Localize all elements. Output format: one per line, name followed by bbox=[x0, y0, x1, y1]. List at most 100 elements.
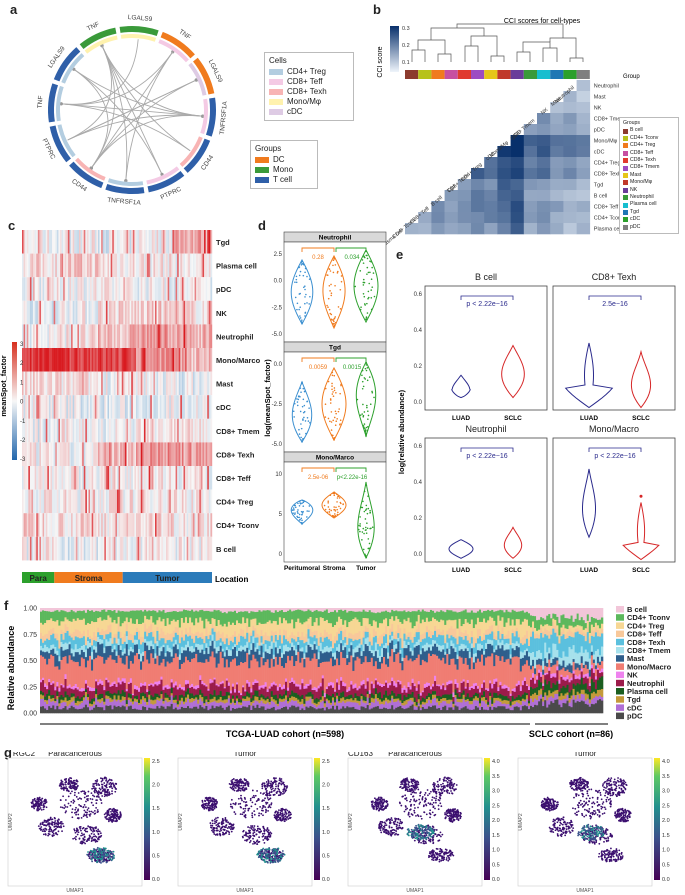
spot-heatmap-cell bbox=[56, 324, 59, 348]
stacked-bar-segment bbox=[193, 658, 196, 687]
spot-heatmap-cell bbox=[77, 253, 80, 278]
cci-heatmap-cell bbox=[523, 135, 538, 147]
spot-heatmap-cell bbox=[197, 466, 200, 490]
violin-point bbox=[306, 302, 308, 304]
spot-heatmap-cell bbox=[23, 418, 26, 443]
cci-dendrogram-branch bbox=[569, 57, 584, 62]
spot-heatmap-cell bbox=[52, 536, 54, 561]
stacked-bar-segment bbox=[78, 689, 82, 692]
stacked-bar-segment bbox=[82, 697, 86, 701]
stacked-bar-segment bbox=[195, 632, 198, 637]
spot-heatmap-cell bbox=[82, 277, 84, 301]
spot-heatmap-cell bbox=[44, 348, 46, 372]
stacked-bar-segment bbox=[119, 693, 122, 701]
stacked-bar-segment bbox=[254, 612, 257, 619]
stacked-bar-segment bbox=[276, 698, 280, 705]
spot-heatmap-cell bbox=[140, 230, 143, 254]
spot-heatmap-cell bbox=[39, 277, 42, 301]
spot-heatmap-cell bbox=[131, 371, 134, 396]
stacked-bar-segment bbox=[246, 625, 249, 634]
stacked-bar-segment bbox=[184, 656, 188, 681]
stacked-bar-segment bbox=[350, 698, 353, 703]
spot-heatmap-cell bbox=[80, 489, 83, 514]
chord-outer-segment bbox=[69, 161, 104, 189]
violin-point bbox=[373, 396, 375, 399]
spot-heatmap-cell bbox=[96, 324, 99, 348]
abundance-y-tick: 0.6 bbox=[414, 444, 423, 450]
stacked-bar-segment bbox=[362, 608, 365, 610]
location-segment bbox=[22, 572, 55, 583]
stacked-bar-segment bbox=[146, 645, 149, 660]
stacked-bar-segment bbox=[366, 627, 370, 633]
violin-point bbox=[369, 260, 371, 262]
stacked-bar-segment bbox=[205, 686, 208, 697]
stacked-bar-segment bbox=[142, 685, 145, 693]
stacked-bar-segment bbox=[191, 686, 194, 694]
stacked-bar-segment bbox=[338, 665, 341, 686]
spot-heatmap-cell bbox=[159, 466, 162, 490]
spot-heatmap-cell bbox=[205, 536, 208, 561]
spot-heatmap-cell bbox=[85, 489, 88, 514]
stacked-bar-segment bbox=[285, 699, 288, 707]
spot-heatmap-cell bbox=[145, 324, 148, 348]
stacked-bar-segment bbox=[391, 681, 394, 692]
stacked-bar-segment bbox=[252, 702, 255, 707]
spot-heatmap-cell bbox=[93, 442, 96, 466]
stacked-bar-segment bbox=[350, 608, 353, 612]
spot-heatmap-cell bbox=[101, 418, 103, 443]
stacked-bar-segment bbox=[217, 684, 220, 687]
stacked-bar-segment bbox=[115, 706, 118, 714]
spot-heatmap-cell bbox=[74, 371, 77, 396]
stacked-bar-segment bbox=[91, 670, 94, 689]
spot-heatmap-cell bbox=[63, 253, 65, 278]
stacked-bar-segment bbox=[105, 698, 108, 706]
spot-heatmap-cell bbox=[156, 489, 159, 514]
stacked-bar-segment bbox=[340, 643, 343, 653]
stacked-bar-segment bbox=[268, 636, 272, 642]
spot-heatmap-cell bbox=[124, 324, 127, 348]
stacked-bar-segment bbox=[215, 632, 218, 642]
cci-heatmap-cell bbox=[563, 146, 577, 158]
stacked-bar-segment bbox=[58, 656, 61, 662]
spot-heatmap-cell bbox=[210, 300, 213, 325]
stacked-bar-segment bbox=[221, 700, 225, 703]
stacked-bar-segment bbox=[156, 655, 159, 682]
stacked-bar-segment bbox=[225, 638, 229, 648]
stacked-bar-segment bbox=[182, 650, 186, 663]
spot-heatmap-cell bbox=[63, 418, 65, 443]
violin-point bbox=[362, 292, 365, 295]
spot-heatmap-cell bbox=[124, 466, 127, 490]
chord-inner-segment bbox=[57, 124, 76, 158]
spot-heatmap-cell bbox=[166, 513, 168, 537]
spot-heatmap-cell bbox=[31, 348, 34, 372]
stacked-bar-segment bbox=[119, 645, 122, 651]
stacked-bar-segment bbox=[354, 633, 357, 640]
stacked-bar-segment bbox=[180, 701, 184, 708]
stacked-bar-segment bbox=[195, 685, 198, 690]
stacked-bar-segment bbox=[76, 608, 80, 612]
stacked-bar-segment bbox=[280, 686, 284, 690]
stacked-bar-segment bbox=[168, 686, 171, 689]
stacked-bar-segment bbox=[323, 610, 327, 622]
stacked-bar-segment bbox=[299, 684, 302, 690]
spot-heatmap-cell bbox=[86, 489, 89, 514]
spot-heatmap-cell bbox=[186, 371, 189, 396]
stacked-bar-segment bbox=[148, 626, 151, 634]
cci-group-bar bbox=[405, 70, 590, 79]
stacked-bar-segment bbox=[209, 702, 212, 710]
spot-heatmap-cell bbox=[118, 466, 121, 490]
stacked-bar-segment bbox=[82, 644, 86, 653]
violin-point bbox=[328, 511, 331, 513]
stacked-bar-segment bbox=[121, 611, 125, 624]
spot-heatmap-cell bbox=[66, 324, 69, 348]
spot-heatmap-cell bbox=[197, 230, 200, 254]
stacked-bar-segment bbox=[58, 697, 61, 704]
stacked-bar-segment bbox=[313, 630, 316, 636]
stacked-bar-segment bbox=[91, 645, 94, 653]
violin-shape bbox=[630, 349, 652, 409]
stacked-bar-segment bbox=[105, 611, 108, 621]
stacked-bar-segment bbox=[103, 701, 106, 705]
stacked-bar-segment bbox=[274, 683, 278, 686]
spot-heatmap-cell bbox=[142, 442, 145, 466]
stacked-bar-segment bbox=[317, 611, 321, 626]
